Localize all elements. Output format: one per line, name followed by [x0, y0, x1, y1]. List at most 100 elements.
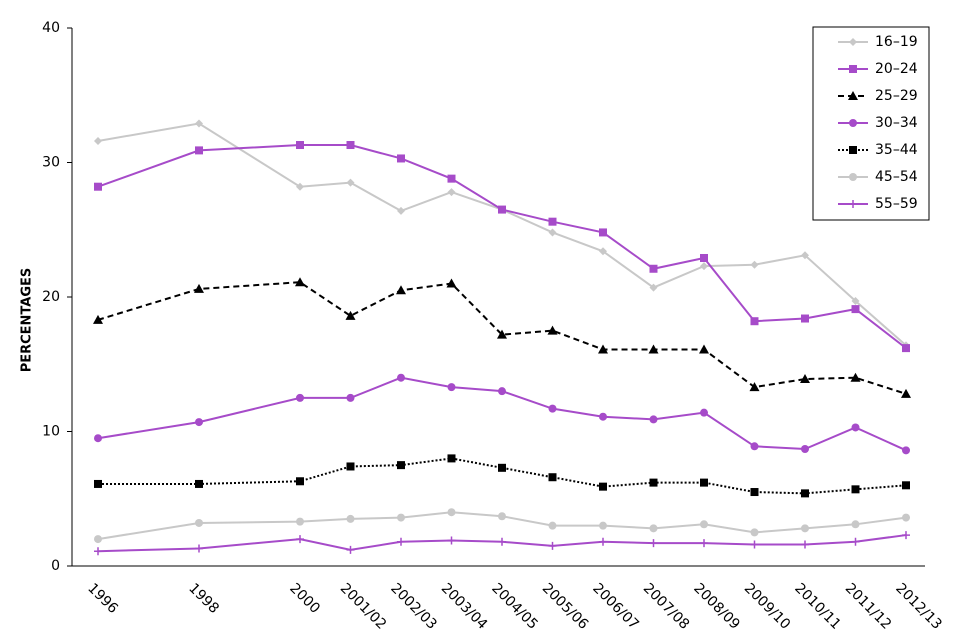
data-point — [700, 478, 708, 487]
data-point — [699, 344, 709, 354]
x-tick-label: 2012/13 — [892, 580, 944, 632]
data-point — [649, 539, 658, 548]
data-point — [94, 547, 102, 556]
data-point — [851, 423, 860, 432]
data-point — [800, 374, 810, 384]
data-point — [700, 253, 708, 262]
x-tick-label: 2001/02 — [337, 580, 389, 632]
legend-label: 35–44 — [875, 142, 918, 158]
data-point — [700, 539, 708, 548]
data-point — [599, 228, 607, 237]
data-point — [801, 251, 809, 260]
data-point — [397, 154, 405, 163]
data-point — [700, 520, 708, 529]
data-point — [649, 264, 658, 273]
data-point — [649, 415, 658, 424]
x-tick-label: 1996 — [84, 580, 121, 617]
data-point — [94, 182, 102, 191]
legend-label: 25–29 — [875, 88, 918, 104]
data-point — [749, 382, 760, 392]
data-point — [447, 383, 456, 392]
data-point — [902, 344, 910, 353]
x-tick-label: 2004/05 — [488, 580, 540, 632]
data-point — [649, 478, 658, 487]
data-point — [447, 174, 456, 183]
x-tick-label: 1998 — [185, 580, 222, 617]
data-point — [902, 531, 910, 540]
series-line — [97, 122, 907, 347]
data-point — [397, 206, 405, 215]
data-point — [195, 418, 203, 427]
legend-marker — [848, 91, 858, 100]
y-tick-label: 30 — [42, 155, 60, 171]
data-point — [94, 434, 102, 443]
data-point — [296, 182, 304, 191]
data-point — [296, 393, 304, 402]
x-tick-label: 2010/11 — [791, 580, 843, 632]
data-point — [295, 277, 305, 287]
data-point — [599, 521, 607, 530]
data-point — [850, 372, 861, 382]
legend-label: 55–59 — [875, 196, 918, 212]
data-point — [750, 317, 759, 326]
x-tick-label: 2003/04 — [438, 580, 491, 633]
data-point — [498, 512, 506, 521]
x-tick-label: 2009/10 — [741, 580, 793, 632]
data-point — [648, 344, 659, 354]
data-point — [902, 446, 910, 455]
data-point — [547, 325, 558, 335]
data-point — [345, 310, 356, 320]
data-point — [599, 537, 607, 546]
legend-label: 30–34 — [875, 115, 918, 131]
legend-box — [812, 26, 930, 221]
data-point — [801, 540, 809, 549]
data-point — [94, 136, 102, 145]
legend-marker — [849, 200, 857, 208]
legend-label: 45–54 — [875, 169, 918, 185]
legend-marker — [849, 119, 857, 127]
series-line — [98, 457, 907, 495]
series-line — [97, 144, 907, 349]
x-tick-label: 2011/12 — [842, 580, 894, 632]
data-point — [851, 520, 860, 529]
legend-label: 20–24 — [875, 61, 918, 77]
data-point — [446, 278, 457, 288]
legend-marker — [849, 65, 857, 73]
data-point — [93, 314, 103, 324]
data-point — [195, 119, 203, 128]
data-point — [750, 528, 759, 537]
data-point — [599, 412, 607, 421]
data-point — [346, 141, 355, 150]
data-point — [195, 544, 203, 553]
data-point — [801, 524, 809, 533]
data-point — [296, 517, 304, 526]
data-point — [447, 454, 456, 463]
legend-marker — [849, 146, 857, 154]
x-tick-label: 2005/06 — [539, 580, 592, 633]
data-point — [700, 408, 708, 417]
data-point — [548, 473, 557, 482]
data-point — [195, 146, 203, 155]
data-point — [346, 178, 355, 187]
x-tick-label: 2002/03 — [387, 580, 439, 632]
x-tick-label: 2007/08 — [640, 580, 692, 632]
data-point — [700, 262, 708, 271]
data-point — [598, 344, 608, 354]
data-point — [447, 188, 456, 197]
data-point — [397, 513, 405, 522]
data-point — [750, 442, 759, 451]
data-point — [397, 461, 405, 470]
data-point — [750, 488, 759, 497]
data-point — [599, 247, 607, 256]
data-point — [194, 283, 204, 293]
data-point — [851, 297, 860, 306]
data-point — [548, 217, 557, 226]
data-point — [548, 404, 557, 413]
data-point — [750, 540, 759, 549]
data-point — [346, 393, 355, 402]
data-point — [548, 521, 557, 530]
x-tick-label: 2000 — [286, 580, 323, 617]
data-point — [346, 462, 355, 471]
data-point — [801, 314, 809, 323]
